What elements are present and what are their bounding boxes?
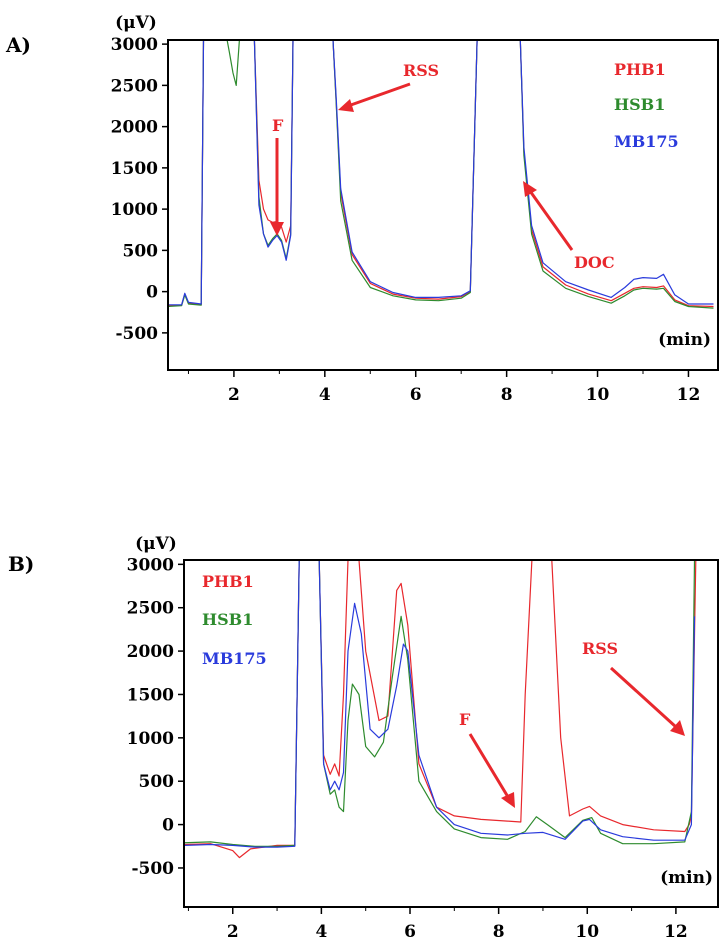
panel-b-arrow-rss: [609, 666, 678, 729]
panel-b-arrowhead-rss: [670, 720, 685, 736]
panel-b-plot-frame: [183, 559, 719, 908]
panel-a-arrowhead-doc: [523, 181, 537, 197]
panel-b-x-tick-label: 12: [664, 922, 688, 942]
panel-a: A) (μV) 3000 2500 2000 1500 1000 500 0 -500 2 4 6…: [5, 13, 719, 405]
panel-b-arrow-f: [468, 733, 510, 798]
panel-a-arrowhead-f: [270, 222, 284, 236]
panel-b-x-tick-label: 2: [227, 922, 239, 942]
panel-a-y-tick-label: 0: [146, 283, 158, 303]
panel-a-legend-mb175: MB175: [614, 132, 679, 151]
panel-a-series-group: [169, 41, 714, 309]
panel-b-x-unit-label: (min): [660, 868, 713, 888]
panel-a-arrowhead-rss: [338, 99, 354, 112]
panel-b-y-tick-label: -500: [131, 859, 174, 879]
panel-a-annotation-f: F: [272, 116, 284, 135]
panel-a-legend-hsb1: HSB1: [614, 95, 665, 114]
panel-a-x-tick-label: 12: [677, 385, 701, 405]
panel-a-annotation-doc: DOC: [574, 253, 615, 272]
panel-b-y-axis: 3000 2500 2000 1500 1000 500 0 -500: [127, 555, 184, 879]
panel-b-series-hsb1-line: [185, 561, 696, 847]
panel-b-x-tick-label: 4: [315, 922, 327, 942]
panel-b-x-tick-label: 10: [575, 922, 599, 942]
panel-a-y-axis: 3000 2500 2000 1500 1000 500 0 -500: [111, 35, 168, 344]
panel-a-x-tick-label: 10: [586, 385, 610, 405]
panel-b-x-tick-label: 6: [404, 922, 416, 942]
panel-a-y-tick-label: 1000: [111, 200, 158, 220]
panel-a-y-tick-label: 2500: [111, 76, 158, 96]
panel-b-legend-hsb1: HSB1: [202, 610, 253, 629]
panel-b-label: B): [8, 552, 34, 576]
panel-a-arrow-rss: [347, 82, 411, 108]
panel-b-y-tick-label: 3000: [127, 555, 174, 575]
panel-a-label: A): [5, 33, 31, 57]
panel-b: B) (μV) 3000 2500 2000 1500 1000 500 0 -500 2 4 6…: [8, 534, 719, 942]
panel-a-y-tick-label: 2000: [111, 118, 158, 138]
panel-b-legend-mb175: MB175: [202, 649, 267, 668]
panel-b-x-tick-label: 8: [493, 922, 505, 942]
panel-b-annotation-rss: RSS: [582, 639, 618, 658]
panel-b-y-unit-label: (μV): [135, 534, 177, 554]
panel-b-y-tick-label: 500: [139, 772, 175, 792]
panel-a-x-unit-label: (min): [658, 330, 711, 350]
panel-b-y-tick-label: 2000: [127, 642, 174, 662]
panel-b-y-tick-label: 0: [162, 816, 174, 836]
panel-a-x-tick-label: 2: [228, 385, 240, 405]
panel-b-arrowhead-f: [501, 792, 515, 808]
panel-a-x-axis: 2 4 6 8 10 12: [187, 370, 701, 405]
panel-a-x-tick-label: 8: [501, 385, 513, 405]
panel-b-annotation-f: F: [459, 710, 471, 729]
panel-a-y-tick-label: 1500: [111, 159, 158, 179]
panel-b-y-tick-label: 1500: [127, 685, 174, 705]
panel-a-x-tick-label: 4: [319, 385, 331, 405]
panel-b-x-axis: 2 4 6 8 10 12: [187, 907, 688, 942]
panel-a-plot-frame: [167, 39, 719, 371]
panel-a-y-tick-label: -500: [115, 324, 158, 344]
panel-b-y-tick-label: 2500: [127, 599, 174, 619]
panel-b-y-tick-label: 1000: [127, 729, 174, 749]
panel-a-x-tick-label: 6: [410, 385, 422, 405]
panel-a-y-unit-label: (μV): [115, 13, 157, 33]
panel-a-y-tick-label: 500: [123, 241, 159, 261]
panel-a-series-mb175-line: [169, 41, 714, 306]
panel-a-arrow-doc: [528, 190, 574, 251]
panel-a-legend-phb1: PHB1: [614, 60, 666, 79]
panel-b-legend-phb1: PHB1: [202, 572, 254, 591]
panel-a-series-hsb1-line: [169, 41, 714, 309]
panel-b-series-mb175-line: [185, 561, 696, 848]
panel-a-annotation-rss: RSS: [403, 61, 439, 80]
panel-a-y-tick-label: 3000: [111, 35, 158, 55]
panel-b-series-group: [185, 561, 697, 859]
